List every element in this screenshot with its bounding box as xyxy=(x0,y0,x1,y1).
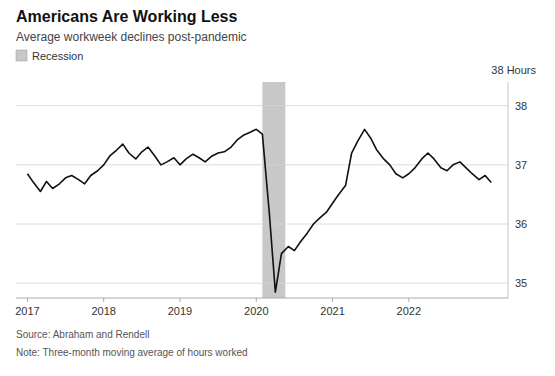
line xyxy=(27,129,491,292)
y-tick-label: 38 xyxy=(515,100,527,112)
y-tick-label: 37 xyxy=(515,159,527,171)
x-tick xyxy=(27,298,28,302)
subtitle: Average workweek declines post-pandemic xyxy=(16,30,247,44)
x-tick xyxy=(103,298,104,302)
legend-label: Recession xyxy=(32,50,83,62)
x-tick-label: 2018 xyxy=(91,305,115,317)
x-tick-label: 2019 xyxy=(168,305,192,317)
x-tick xyxy=(332,298,333,302)
annotation: 38 Hours xyxy=(491,64,536,76)
x-tick-label: 2022 xyxy=(397,305,421,317)
source: Source: Abraham and Rendell xyxy=(16,329,149,340)
title: Americans Are Working Less xyxy=(16,8,238,25)
grid-line xyxy=(16,224,508,225)
legend-swatch xyxy=(16,50,27,61)
x-tick xyxy=(256,298,257,302)
legend: Recession xyxy=(16,50,83,62)
x-tick xyxy=(408,298,409,302)
chart: Americans Are Working Less Average workwe… xyxy=(0,0,555,376)
x-tick-label: 2017 xyxy=(15,305,39,317)
note: Note: Three-month moving average of hour… xyxy=(16,347,248,358)
x-tick-label: 2020 xyxy=(244,305,268,317)
grid-line xyxy=(16,283,508,284)
y-tick-label: 36 xyxy=(515,218,527,230)
grid-line xyxy=(16,164,508,165)
lines xyxy=(27,129,491,292)
y-tick-label: 35 xyxy=(515,277,527,289)
x-axis-line xyxy=(16,298,508,299)
x-tick-label: 2021 xyxy=(320,305,344,317)
grid-line xyxy=(16,105,508,106)
x-tick xyxy=(180,298,181,302)
y-axis-line xyxy=(508,82,509,298)
